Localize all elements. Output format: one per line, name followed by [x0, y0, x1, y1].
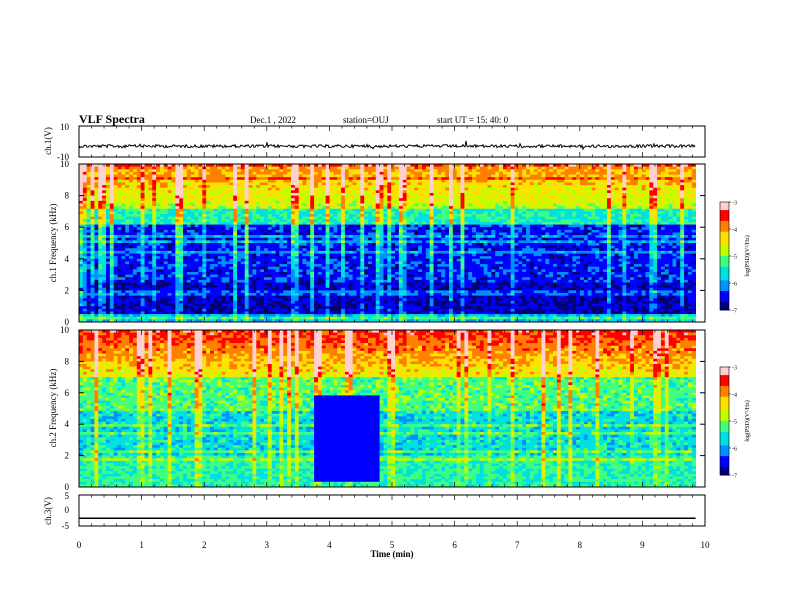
colorbar-tick-label: -3 [732, 366, 737, 372]
colorbar-tick-label: -7 [732, 309, 737, 315]
ch1-spectrogram-ylabel: ch.1 Frequency (kHz) [48, 204, 58, 283]
time-tick-label: 10 [701, 540, 711, 550]
colorbar-label: log(PSD)(V²/Hz) [744, 235, 751, 276]
ch3-ytick-mid: 0 [65, 505, 70, 515]
time-tick-label: 1 [139, 540, 144, 550]
ch2-frequency-ytick-label: 2 [65, 451, 70, 461]
ch1-ytick-top: 10 [60, 122, 70, 132]
colorbar-tick-label: -5 [732, 420, 737, 426]
colorbar-tick-label: -6 [732, 282, 737, 288]
ch1-frequency-ytick-label: 2 [65, 285, 70, 295]
ch1-waveform-trace [79, 141, 695, 149]
ch3-waveform-ylabel: ch.3(V) [43, 497, 53, 525]
time-axis-label: Time (min) [370, 549, 413, 559]
ch2-frequency-ytick-label: 4 [65, 419, 70, 429]
time-tick-label: 2 [202, 540, 207, 550]
ch1-frequency-ytick-label: 6 [65, 222, 70, 232]
colorbar-tick-label: -4 [732, 228, 737, 234]
ch2-frequency-ytick-label: 10 [60, 325, 70, 335]
colorbar-tick-label: -5 [732, 255, 737, 261]
ch2-spectrogram-ylabel: ch.2 Frequency (kHz) [48, 369, 58, 448]
ch1-frequency-ytick-label: 8 [65, 191, 70, 201]
ch1-frequency-ytick-label: 10 [60, 159, 70, 169]
time-tick-label: 7 [515, 540, 520, 550]
ch2-frequency-ytick-label: 8 [65, 356, 70, 366]
colorbar-tick-label: -4 [732, 393, 737, 399]
ch2-frequency-ytick-label: 6 [65, 388, 70, 398]
ch3-ytick-bottom: -5 [62, 521, 70, 531]
ch3-ytick-top: 5 [65, 491, 70, 501]
ch1-frequency-ytick-label: 4 [65, 254, 70, 264]
ch2-spectrogram-image [79, 330, 696, 487]
colorbar-tick-label: -6 [732, 447, 737, 453]
colorbar-tick-label: -7 [732, 474, 737, 480]
time-tick-label: 9 [640, 540, 645, 550]
colorbar-tick-label: -3 [732, 201, 737, 207]
ch1-waveform-ylabel: ch.1(V) [43, 127, 53, 155]
ch1-spectrogram-image [79, 164, 696, 322]
time-tick-label: 0 [77, 540, 82, 550]
ch3-waveform-panel: 5 0 -5 ch.3(V) [43, 491, 705, 531]
ch1-colorbar: -3 -4 -5 -6 -7 log(PSD)(V²/Hz) [720, 201, 751, 315]
ch2-colorbar: -3 -4 -5 -6 -7 log(PSD)(V²/Hz) [720, 366, 751, 480]
ch1-waveform-panel: 10 -10 ch.1(V) [43, 122, 705, 162]
colorbar-label: log(PSD)(V²/Hz) [744, 400, 751, 441]
time-tick-label: 4 [327, 540, 332, 550]
time-tick-label: 8 [578, 540, 583, 550]
time-tick-label: 6 [452, 540, 457, 550]
time-tick-label: 3 [265, 540, 270, 550]
